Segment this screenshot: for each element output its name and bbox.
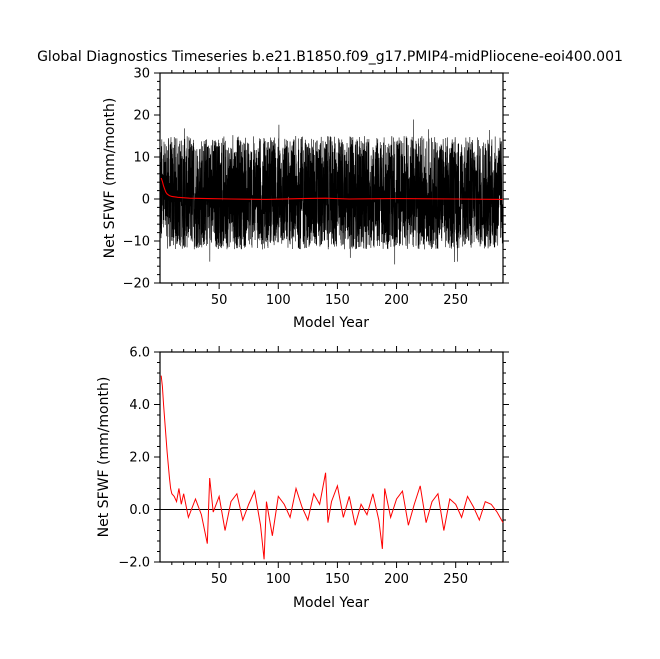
x-tick-label: 250 (443, 572, 468, 587)
x-tick-label: 150 (325, 572, 350, 587)
x-tick-label: 200 (384, 572, 409, 587)
bottom-xlabel: Model Year (293, 595, 369, 611)
bottom-ticks (154, 346, 509, 568)
y-tick-label: −2.0 (118, 556, 150, 571)
y-tick-label: 2.0 (129, 451, 150, 466)
top-annual-series-line (160, 177, 504, 200)
y-tick-label: 6.0 (129, 346, 150, 361)
y-tick-label: 30 (133, 67, 150, 82)
top-xlabel: Model Year (293, 315, 369, 331)
bottom-annual-series-line (160, 375, 504, 560)
y-tick-label: 20 (133, 109, 150, 124)
x-tick-label: 50 (211, 293, 228, 308)
top-annual-series (160, 177, 504, 200)
top-ticks (154, 67, 509, 289)
bottom-tick-labels: 50 100 150 200 250 −2.0 0.0 2.0 4.0 6.0 (118, 346, 468, 588)
top-ylabel: Net SFWF (mm/month) (102, 98, 118, 259)
top-panel: 50 100 150 200 250 −20 −10 0 10 20 30 Model Year N… (102, 67, 509, 331)
y-tick-label: −20 (123, 277, 150, 292)
y-tick-label: 0 (142, 193, 150, 208)
top-tick-labels: 50 100 150 200 250 −20 −10 0 10 20 30 (123, 67, 469, 309)
bottom-plot-frame (159, 351, 504, 563)
page-title: Global Diagnostics Timeseries b.e21.B185… (37, 49, 623, 65)
x-tick-label: 100 (266, 293, 291, 308)
y-tick-label: 10 (133, 151, 150, 166)
top-monthly-series (159, 119, 504, 265)
y-tick-label: 4.0 (129, 398, 150, 413)
x-tick-label: 150 (325, 293, 350, 308)
y-tick-label: 0.0 (129, 503, 150, 518)
y-tick-label: −10 (123, 235, 150, 250)
x-tick-label: 100 (266, 572, 291, 587)
bottom-annual-series (160, 375, 504, 560)
bottom-ylabel: Net SFWF (mm/month) (96, 377, 112, 538)
x-tick-label: 200 (384, 293, 409, 308)
x-tick-label: 250 (443, 293, 468, 308)
monthly-series-line (159, 119, 504, 265)
x-tick-label: 50 (211, 572, 228, 587)
bottom-panel: 50 100 150 200 250 −2.0 0.0 2.0 4.0 6.0 Model Yea… (96, 346, 509, 611)
